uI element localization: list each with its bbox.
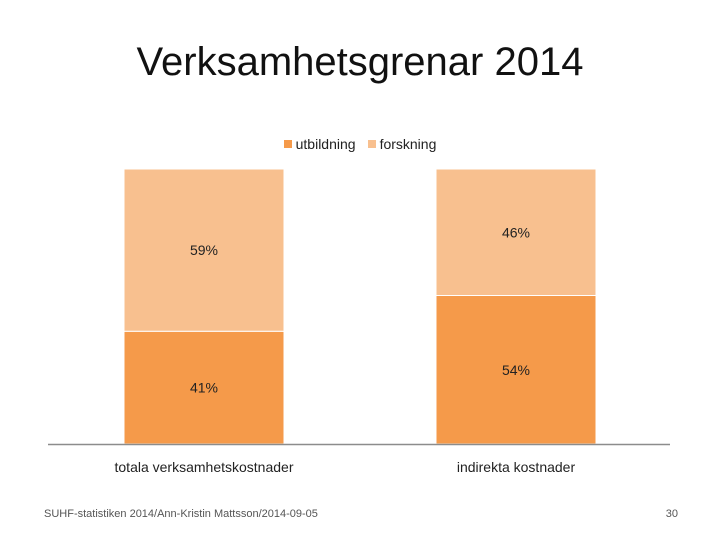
- legend-label-utbildning: utbildning: [295, 136, 356, 152]
- data-label-forskning-1: 46%: [502, 224, 530, 240]
- legend-item-forskning: forskning: [367, 136, 437, 152]
- data-label-utbildning-1: 54%: [502, 362, 530, 378]
- legend-swatch-utbildning: [283, 140, 292, 148]
- data-label-utbildning-0: 41%: [190, 380, 218, 396]
- footer-source: SUHF-statistiken 2014/Ann-Kristin Mattss…: [44, 508, 318, 520]
- chart-legend: utbildning forskning: [0, 136, 720, 152]
- bar-forskning-0: [123, 168, 285, 332]
- data-label-forskning-0: 59%: [190, 242, 218, 258]
- page-number: 30: [665, 508, 678, 520]
- chart-title: Verksamhetsgrenar 2014: [136, 40, 584, 84]
- category-label-1: indirekta kostnader: [457, 459, 576, 475]
- bar-forskning-1: [435, 168, 597, 296]
- category-label-0: totala verksamhetskostnader: [115, 459, 294, 475]
- bar-utbildning-1: [435, 295, 597, 445]
- legend-swatch-forskning: [367, 140, 376, 148]
- legend-label-forskning: forskning: [379, 136, 437, 152]
- legend-item-utbildning: utbildning: [283, 136, 356, 152]
